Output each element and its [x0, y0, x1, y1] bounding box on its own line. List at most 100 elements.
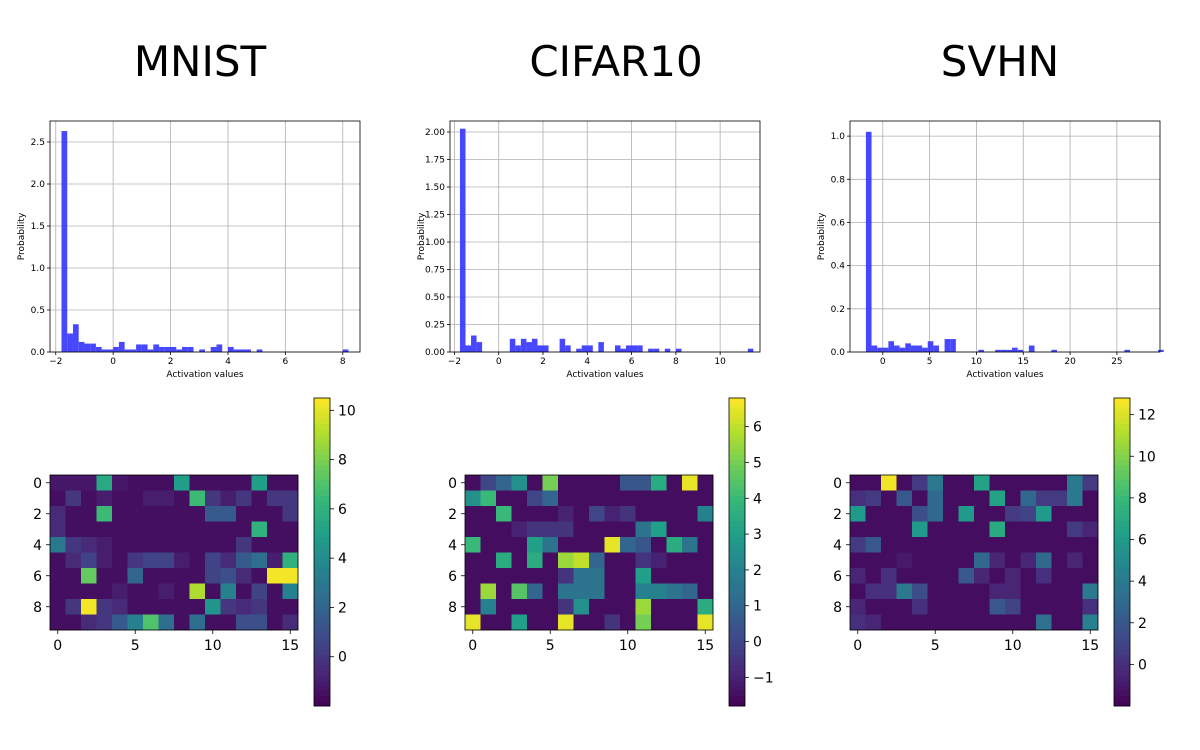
heatmap-cell [850, 506, 866, 522]
heatmap-cell [511, 599, 528, 615]
heatmap-cell [189, 599, 206, 615]
heatmap-cell [666, 521, 683, 538]
heatmap-cell [112, 490, 128, 507]
heatmap-cell [50, 614, 66, 631]
heatmap-cell [220, 583, 237, 600]
histogram-bar [637, 345, 643, 352]
heatmap-cell [158, 614, 175, 631]
histogram-bar [245, 349, 251, 352]
heatmap-cell [542, 583, 559, 600]
heatmap-cell [912, 568, 928, 584]
heatmap-cell [635, 568, 652, 584]
heatmap-cell [158, 583, 175, 600]
colorbar-segment [1114, 505, 1130, 512]
heatmap-cell [943, 599, 959, 615]
heatmap-cell [865, 552, 882, 569]
histogram-bar [342, 349, 349, 352]
colorbar-segment [314, 700, 330, 707]
panel-title-cifar10: CIFAR10 [529, 37, 702, 86]
heatmap-cell [1005, 614, 1021, 631]
heatmap-cell [620, 521, 636, 538]
heatmap-cell [912, 537, 928, 553]
heatmap-cell [112, 599, 128, 615]
colorbar-segment [1114, 541, 1130, 548]
heatmap-cell [927, 568, 944, 584]
colorbar-segment [729, 659, 745, 666]
heatmap-cell [1036, 583, 1052, 600]
heatmap-cell [1082, 506, 1099, 522]
colorbar-segment [1114, 469, 1130, 476]
heatmap-cell [465, 506, 481, 522]
heatmap-cell [651, 552, 667, 569]
heatmap-cell [620, 506, 636, 522]
heatmap-cell [527, 537, 543, 553]
colorbar-segment [729, 593, 745, 599]
colorbar-segment [729, 664, 745, 671]
colorbar-segment [314, 613, 330, 620]
histogram-bar [581, 345, 588, 352]
heatmap-cell [896, 552, 913, 569]
colorbar-segment [729, 500, 745, 507]
heatmap-cell [635, 552, 652, 569]
heatmap-cell [542, 521, 559, 538]
colorbar-segment [1114, 557, 1130, 563]
heatmap-cell [496, 583, 512, 600]
heatmap-cell [127, 490, 144, 507]
heatmap-cell [943, 537, 959, 553]
heatmap-x-tick-label: 15 [281, 638, 299, 654]
colorbar-segment [729, 577, 745, 584]
colorbar-segment [1114, 603, 1130, 609]
colorbar-segment [729, 439, 745, 445]
colorbar-segment [729, 413, 745, 419]
histogram-bar [526, 342, 532, 352]
heatmap-cell [1067, 506, 1083, 522]
heatmap-cell [682, 614, 698, 631]
heatmap-cell [511, 552, 528, 569]
colorbar-segment [314, 670, 330, 676]
colorbar-segment [729, 444, 745, 450]
histogram-bar [136, 344, 142, 352]
heatmap-cell [651, 506, 667, 522]
histogram-bar [653, 348, 660, 352]
heatmap-cell [96, 599, 113, 615]
heatmap-cell [158, 475, 175, 491]
heatmap-cell [1082, 599, 1099, 615]
heatmap-cell [127, 521, 144, 538]
colorbar-segment [1114, 639, 1130, 645]
colorbar-segment [1114, 659, 1130, 666]
heatmap-cell [881, 552, 897, 569]
histogram-bar [1028, 345, 1035, 352]
heatmap-cell [573, 537, 590, 553]
heatmap-cell [958, 552, 975, 569]
colorbar-segment [314, 557, 330, 563]
heatmap-cell [850, 568, 866, 584]
heatmap-cell [465, 583, 481, 600]
heatmap-cell [480, 475, 497, 491]
heatmap-cell [50, 521, 66, 538]
colorbar-segment [729, 480, 745, 486]
heatmap-cell [697, 537, 714, 553]
panel-cifar10: CIFAR10 −2 0 2 4 6 8 100.000.250.500.751.001.2… [417, 37, 774, 707]
colorbar-segment [314, 582, 330, 589]
heatmap-cell [189, 614, 206, 631]
heatmap-cell [236, 614, 252, 631]
colorbar-segment [1114, 423, 1130, 430]
heatmap-cell [1005, 490, 1021, 507]
x-tick-label: 0 [496, 357, 502, 367]
heatmap-cell [465, 614, 481, 631]
colorbar-segment [314, 439, 330, 445]
colorbar-frame [1113, 397, 1131, 707]
heatmap-cell [527, 568, 543, 584]
plot-frame [449, 120, 761, 353]
heatmap-cell [573, 583, 590, 600]
heatmap-cell [174, 599, 190, 615]
heatmap-cell [651, 614, 667, 631]
heatmap-cell [158, 506, 175, 522]
histogram-bar [648, 348, 654, 352]
colorbar-segment [729, 603, 745, 609]
heatmap-cell [1036, 537, 1052, 553]
x-tick-label: 0 [880, 357, 886, 367]
colorbar-segment [1114, 664, 1130, 671]
heatmap-cell [1036, 552, 1052, 569]
heatmap-x-tick-label: 10 [1004, 638, 1022, 654]
